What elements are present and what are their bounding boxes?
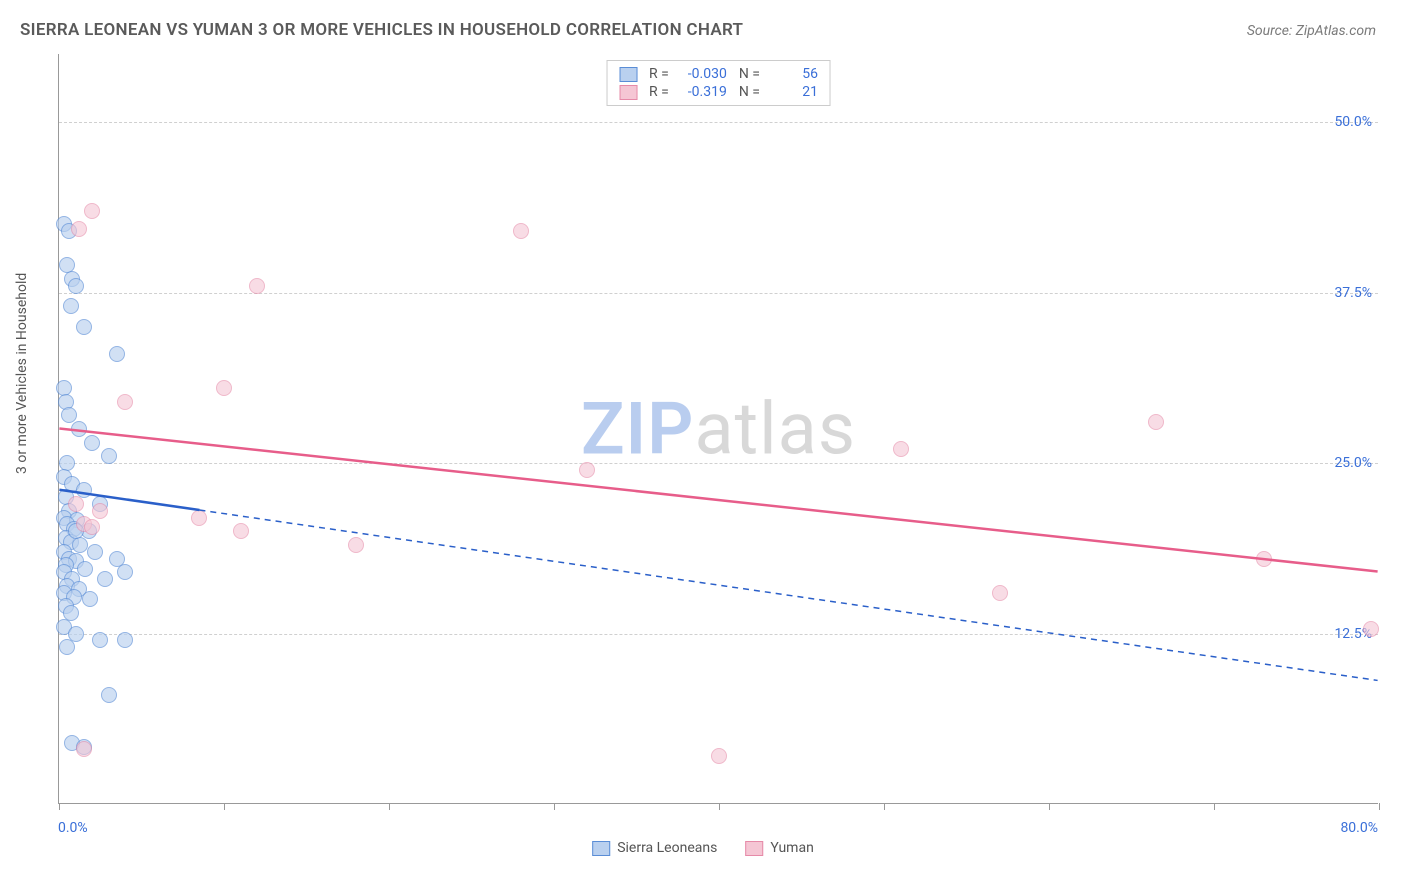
data-point	[117, 394, 133, 410]
chart-header: SIERRA LEONEAN VS YUMAN 3 OR MORE VEHICL…	[0, 0, 1406, 48]
bottom-legend: Sierra Leoneans Yuman	[592, 840, 814, 856]
x-tick	[554, 803, 555, 810]
data-point	[101, 687, 117, 703]
data-point	[97, 571, 113, 587]
swatch-series-0	[619, 67, 637, 82]
data-point	[1256, 551, 1272, 567]
stat-n-label: N =	[739, 84, 760, 100]
y-tick-label: 50.0%	[1334, 114, 1372, 130]
y-axis-label: 3 or more Vehicles in Household	[14, 273, 30, 474]
legend-item-0: Sierra Leoneans	[592, 840, 717, 856]
data-point	[71, 221, 87, 237]
data-point	[117, 564, 133, 580]
x-tick	[719, 803, 720, 810]
trend-lines	[59, 54, 1378, 803]
data-point	[893, 441, 909, 457]
watermark: ZIPatlas	[581, 386, 856, 471]
data-point	[1363, 621, 1379, 637]
chart-area: 3 or more Vehicles in Household ZIPatlas…	[20, 54, 1386, 874]
data-point	[117, 632, 133, 648]
data-point	[992, 585, 1008, 601]
swatch-series-1	[745, 841, 763, 856]
data-point	[711, 748, 727, 764]
chart-title: SIERRA LEONEAN VS YUMAN 3 OR MORE VEHICL…	[20, 20, 743, 40]
x-min-label: 0.0%	[58, 820, 88, 836]
data-point	[71, 421, 87, 437]
data-point	[68, 278, 84, 294]
data-point	[92, 503, 108, 519]
legend-label-0: Sierra Leoneans	[617, 840, 717, 856]
data-point	[59, 639, 75, 655]
data-point	[76, 741, 92, 757]
data-point	[72, 537, 88, 553]
data-point	[63, 298, 79, 314]
stats-row-1: R = -0.319 N = 21	[619, 83, 818, 101]
y-tick-label: 25.0%	[1334, 455, 1372, 471]
data-point	[1148, 414, 1164, 430]
gridline	[59, 122, 1378, 123]
data-point	[513, 223, 529, 239]
data-point	[84, 203, 100, 219]
swatch-series-1	[619, 85, 637, 100]
data-point	[216, 380, 232, 396]
data-point	[76, 319, 92, 335]
stats-legend: R = -0.030 N = 56 R = -0.319 N = 21	[606, 60, 831, 106]
data-point	[84, 519, 100, 535]
gridline	[59, 463, 1378, 464]
data-point	[68, 496, 84, 512]
x-tick	[884, 803, 885, 810]
data-point	[84, 435, 100, 451]
stat-n-1: 21	[768, 84, 818, 100]
x-tick	[1214, 803, 1215, 810]
data-point	[109, 551, 125, 567]
chart-source: Source: ZipAtlas.com	[1247, 23, 1376, 39]
x-tick	[389, 803, 390, 810]
x-max-label: 80.0%	[1340, 820, 1378, 836]
stat-n-0: 56	[768, 66, 818, 82]
data-point	[348, 537, 364, 553]
data-point	[92, 632, 108, 648]
legend-label-1: Yuman	[770, 840, 813, 856]
x-tick	[59, 803, 60, 810]
data-point	[109, 346, 125, 362]
stats-row-0: R = -0.030 N = 56	[619, 65, 818, 83]
plot-region: ZIPatlas R = -0.030 N = 56 R = -0.319 N …	[58, 54, 1378, 804]
stat-r-1: -0.319	[677, 84, 727, 100]
stat-n-label: N =	[739, 66, 760, 82]
stat-r-label: R =	[649, 84, 669, 100]
stat-r-label: R =	[649, 66, 669, 82]
swatch-series-0	[592, 841, 610, 856]
x-tick	[224, 803, 225, 810]
data-point	[191, 510, 207, 526]
x-tick	[1379, 803, 1380, 810]
gridline	[59, 634, 1378, 635]
stat-r-0: -0.030	[677, 66, 727, 82]
data-point	[101, 448, 117, 464]
data-point	[77, 561, 93, 577]
data-point	[249, 278, 265, 294]
data-point	[233, 523, 249, 539]
x-tick	[1049, 803, 1050, 810]
legend-item-1: Yuman	[745, 840, 813, 856]
watermark-atlas: atlas	[694, 386, 856, 471]
data-point	[579, 462, 595, 478]
y-tick-label: 37.5%	[1334, 285, 1372, 301]
data-point	[87, 544, 103, 560]
watermark-zip: ZIP	[581, 386, 694, 471]
data-point	[82, 591, 98, 607]
